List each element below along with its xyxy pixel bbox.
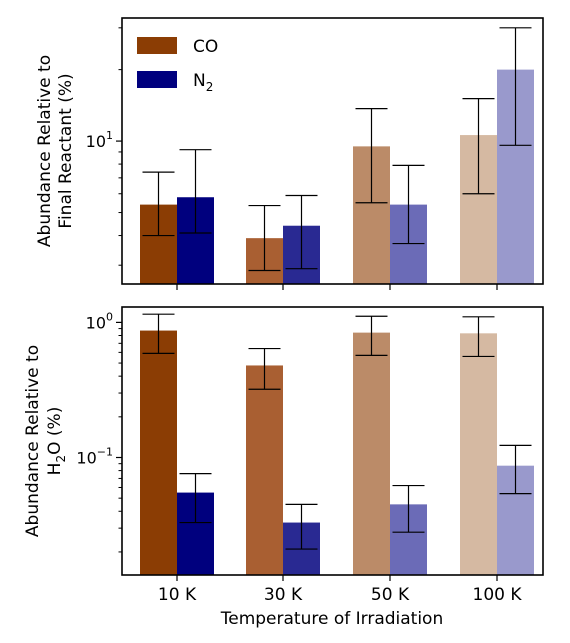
panel-1: 101: [86, 17, 544, 290]
bar-co-2: [353, 332, 390, 575]
legend-label-co: CO: [193, 37, 218, 57]
bar-co-3: [460, 333, 497, 575]
x-tick-label: 30 K: [264, 585, 303, 605]
error-bar-n2-3: [499, 444, 532, 495]
y-tick-label: 100: [86, 310, 113, 332]
error-bar-n2-1: [285, 194, 318, 270]
y-axis-label-line2: H2O (%): [45, 407, 68, 476]
y-axis-label: Abundance Relative to: [35, 55, 55, 247]
x-tick-label: 50 K: [371, 585, 410, 605]
error-bar-n2-3: [499, 27, 532, 146]
y-axis-label: Abundance Relative to: [23, 345, 43, 537]
error-bar-n2-2: [392, 164, 425, 245]
legend-label-n2: N2: [193, 71, 213, 94]
error-bar-n2-0: [179, 149, 212, 234]
error-bar-co-3: [462, 97, 495, 195]
error-bar-co-2: [355, 315, 388, 356]
error-bar-n2-1: [285, 503, 318, 550]
legend-swatch-n2: [137, 71, 177, 88]
legend-swatch-co: [137, 37, 177, 54]
error-bar-n2-2: [392, 484, 425, 533]
panel-2: 100 10−1: [76, 306, 544, 581]
bar-co-0: [140, 330, 177, 575]
error-bar-co-1: [248, 347, 281, 390]
x-axis-label: Temperature of Irradiation: [220, 609, 444, 629]
error-bar-co-0: [142, 313, 175, 354]
axes-frame: [121, 17, 544, 285]
axes-frame: [121, 306, 544, 576]
legend: CO N2: [137, 37, 218, 94]
bar-co-1: [246, 365, 283, 575]
error-bar-co-2: [355, 108, 388, 204]
error-bar-co-0: [142, 171, 175, 237]
x-tick-label: 100 K: [473, 585, 523, 605]
error-bar-co-1: [248, 204, 281, 272]
y-tick-label: 10−1: [76, 446, 113, 468]
error-bar-n2-0: [179, 473, 212, 524]
y-tick-label: 101: [86, 129, 113, 151]
x-tick-label: 10 K: [158, 585, 197, 605]
y-axis-label-line2: Final Reactant (%): [56, 73, 76, 228]
error-bar-co-3: [462, 316, 495, 358]
